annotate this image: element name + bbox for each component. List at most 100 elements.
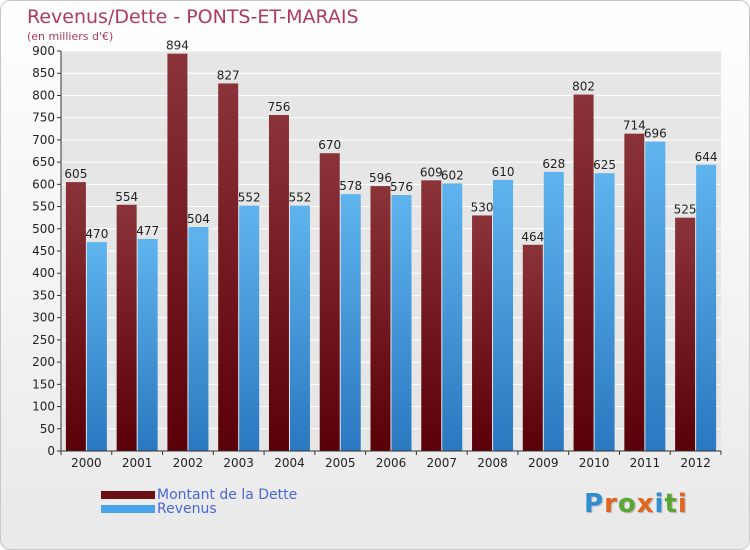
bar-revenus	[289, 205, 310, 451]
x-tick-label: 2003	[223, 456, 254, 470]
bar-dette	[116, 204, 137, 451]
y-tick-label: 750	[32, 111, 55, 125]
y-tick-label: 150	[32, 377, 55, 391]
legend-swatch-debt	[101, 491, 155, 499]
data-label-revenus: 602	[441, 168, 464, 182]
data-label-revenus: 696	[644, 127, 667, 141]
bar-revenus	[137, 239, 158, 451]
data-label-dette: 464	[521, 230, 544, 244]
bar-revenus	[391, 195, 412, 451]
bar-revenus	[645, 141, 666, 451]
x-tick-label: 2009	[528, 456, 559, 470]
bar-revenus	[442, 183, 463, 451]
bar-dette	[218, 83, 239, 451]
data-label-dette: 802	[572, 80, 595, 94]
data-label-dette: 554	[115, 190, 138, 204]
y-tick-label: 900	[32, 44, 55, 58]
logo-letter: x	[636, 489, 655, 519]
value-labels: 6054705544778945048275527565526705785965…	[64, 39, 717, 244]
x-tick-label: 2001	[122, 456, 153, 470]
bar-revenus	[493, 179, 514, 451]
bar-revenus	[696, 164, 717, 451]
data-label-dette: 827	[217, 68, 240, 82]
y-tick-label: 450	[32, 244, 55, 258]
bar-dette	[167, 53, 188, 452]
logo-letter: r	[604, 489, 618, 519]
logo-letter: i	[654, 489, 665, 519]
bar-dette	[65, 182, 86, 451]
legend-item-debt: Montant de la Dette	[101, 487, 297, 503]
data-label-revenus: 576	[390, 180, 413, 194]
logo-letter: P	[584, 489, 605, 519]
data-label-revenus: 644	[695, 150, 718, 164]
data-label-dette: 530	[471, 200, 494, 214]
y-tick-label: 850	[32, 66, 55, 80]
bar-revenus	[340, 194, 361, 451]
x-tick-label: 2012	[680, 456, 711, 470]
bar-revenus	[188, 227, 209, 451]
x-tick-label: 2008	[477, 456, 508, 470]
x-tick-label: 2007	[426, 456, 457, 470]
y-tick-label: 0	[47, 444, 55, 458]
bars	[65, 53, 717, 452]
data-label-revenus: 625	[593, 158, 616, 172]
logo-letter: i	[677, 489, 688, 519]
data-label-dette: 714	[623, 119, 646, 133]
bar-dette	[522, 244, 543, 451]
bar-revenus	[239, 205, 260, 451]
bar-dette	[319, 153, 340, 451]
bar-dette	[268, 115, 289, 451]
x-tick-label: 2010	[579, 456, 610, 470]
chart-subtitle: (en milliers d'€)	[27, 30, 114, 43]
data-label-revenus: 470	[85, 227, 108, 241]
legend-label-debt: Montant de la Dette	[157, 487, 298, 503]
bar-dette	[472, 215, 493, 451]
logo-letter: o	[617, 489, 637, 519]
data-label-dette: 525	[674, 203, 697, 217]
bar-dette	[370, 186, 391, 451]
legend-swatch-revenus	[101, 505, 155, 513]
legend-label-revenus: Revenus	[157, 501, 217, 517]
x-tick-label: 2006	[376, 456, 407, 470]
data-label-revenus: 610	[492, 165, 515, 179]
y-tick-label: 550	[32, 200, 55, 214]
data-label-revenus: 628	[542, 157, 565, 171]
x-tick-label: 2005	[325, 456, 356, 470]
y-tick-label: 100	[32, 400, 55, 414]
proxiti-logo: Proxiti	[584, 489, 688, 519]
bar-revenus	[543, 171, 564, 451]
y-axis: 0 50 100 150 200 250 300 350 400 450 500 550 600 650 7…	[32, 44, 62, 458]
chart-title: Revenus/Dette - PONTS-ET-MARAIS	[27, 6, 359, 28]
data-label-dette: 609	[420, 165, 443, 179]
data-label-revenus: 578	[339, 179, 362, 193]
legend-item-revenus: Revenus	[101, 501, 217, 517]
data-label-dette: 605	[64, 167, 87, 181]
data-label-dette: 670	[318, 138, 341, 152]
bar-dette	[675, 217, 696, 451]
y-tick-label: 250	[32, 333, 55, 347]
y-tick-label: 200	[32, 355, 55, 369]
data-label-dette: 596	[369, 171, 392, 185]
data-label-revenus: 552	[238, 191, 261, 205]
y-tick-label: 800	[32, 88, 55, 102]
y-tick-label: 400	[32, 266, 55, 280]
bar-revenus	[86, 242, 107, 451]
bar-dette	[421, 180, 442, 452]
data-label-revenus: 552	[289, 191, 312, 205]
logo-letter: t	[664, 489, 678, 519]
data-label-dette: 894	[166, 39, 189, 53]
bar-dette	[624, 133, 645, 451]
x-tick-label: 2004	[274, 456, 305, 470]
y-tick-label: 650	[32, 155, 55, 169]
data-label-dette: 756	[268, 100, 291, 114]
y-tick-label: 50	[40, 422, 55, 436]
bar-revenus	[594, 173, 615, 451]
bar-dette	[573, 94, 594, 452]
y-tick-label: 700	[32, 133, 55, 147]
data-label-revenus: 504	[187, 212, 210, 226]
data-label-revenus: 477	[136, 224, 159, 238]
y-tick-label: 300	[32, 311, 55, 325]
y-tick-label: 350	[32, 288, 55, 302]
